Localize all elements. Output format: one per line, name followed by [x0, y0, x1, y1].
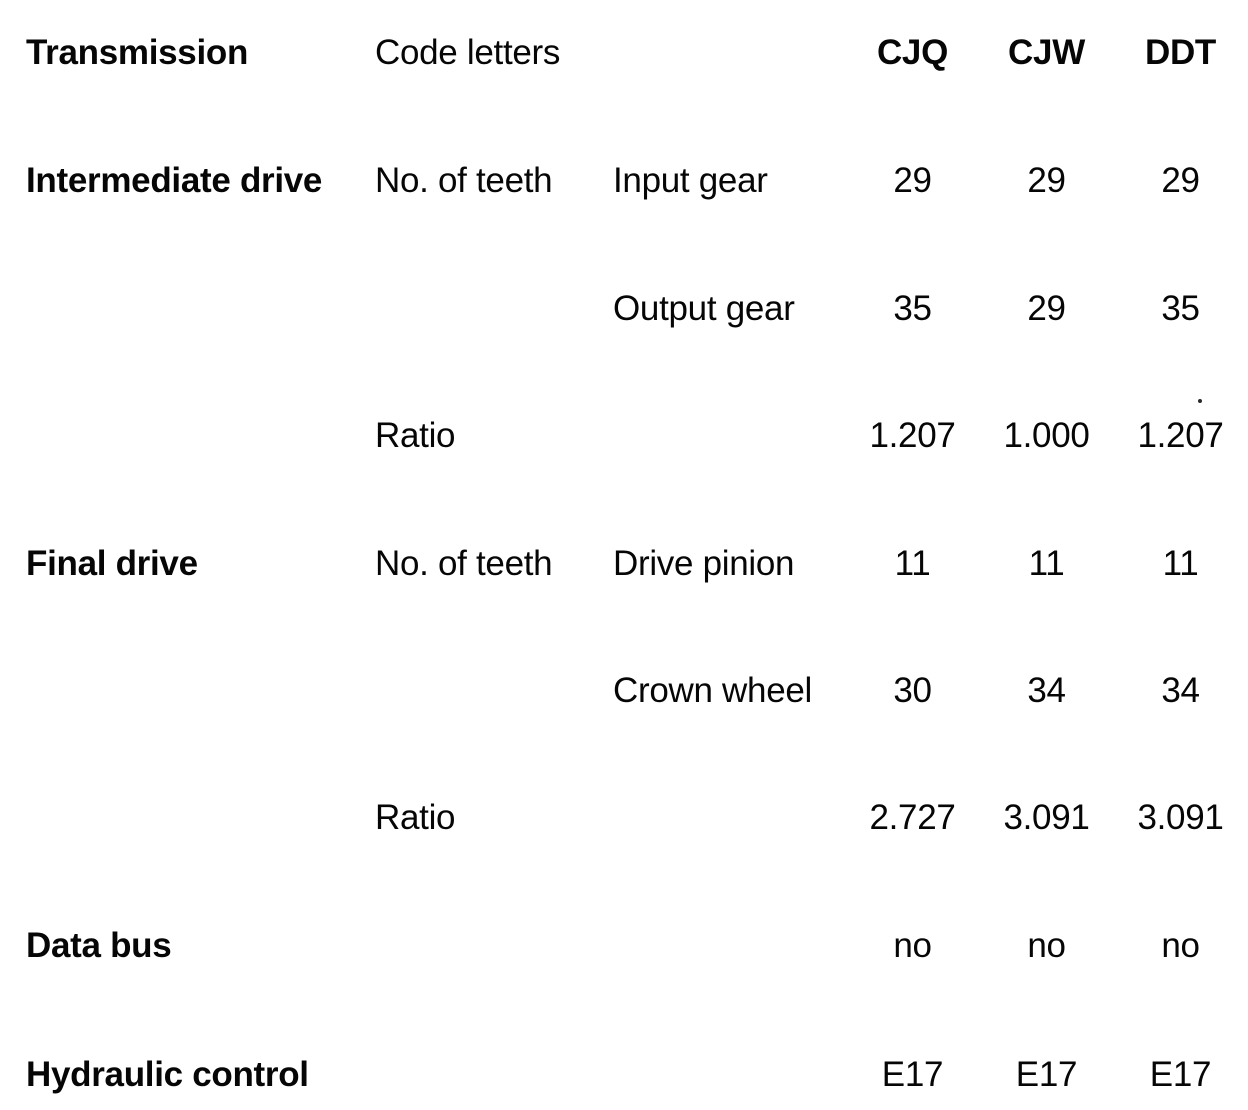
row-item-label: Output gear [613, 288, 795, 328]
row-value-cjq: 2.727 [869, 798, 956, 837]
row-value-cjw: no [1027, 926, 1066, 965]
row-value-cjw: 3.091 [1003, 798, 1090, 837]
row-value-ddt: 34 [1161, 670, 1200, 710]
row-sub-label [375, 245, 613, 372]
table-row: Final drive No. of teeth Drive pinion 11… [0, 500, 1248, 627]
row-value-ddt: E17 [1149, 1055, 1212, 1094]
row-value-cjw: 29 [1027, 161, 1066, 200]
header-transmission-label: Transmission [26, 32, 249, 72]
table-row: Hydraulic control E17 E17 E17 [0, 1010, 1248, 1110]
row-sub-label: No. of teeth [375, 543, 553, 583]
row-value-cjq: 1.207 [869, 416, 956, 455]
table-row: Ratio 1.207 1.000 1.207 [0, 372, 1248, 500]
header-code-letters-label: Code letters [375, 32, 561, 72]
row-value-ddt: 1.207 [1137, 416, 1224, 455]
row-item-label [613, 372, 845, 500]
row-value-ddt: 35 [1161, 288, 1200, 328]
row-sub-label: No. of teeth [375, 161, 553, 200]
row-value-ddt: no [1161, 926, 1200, 965]
row-value-ddt: 3.091 [1137, 798, 1224, 837]
row-item-label: Input gear [613, 161, 768, 200]
row-value-cjq: 11 [894, 543, 931, 583]
table-row: Output gear 35 29 35 [0, 245, 1248, 372]
row-item-label [613, 1010, 845, 1110]
row-sub-label [375, 1010, 613, 1110]
row-value-cjq: 29 [893, 161, 932, 200]
row-group-label: Intermediate drive [26, 161, 323, 200]
row-group-label [0, 372, 375, 500]
header-code-ddt: DDT [1144, 32, 1217, 72]
row-value-cjw: 29 [1027, 288, 1066, 328]
row-value-cjq: 35 [893, 288, 932, 328]
row-item-label [613, 754, 845, 882]
table-row: Data bus no no no [0, 882, 1248, 1010]
header-code-cjq: CJQ [876, 32, 949, 72]
table-row: Crown wheel 30 34 34 [0, 627, 1248, 754]
row-group-label: Data bus [26, 926, 172, 965]
row-value-cjw: 1.000 [1003, 416, 1090, 455]
table-row: Intermediate drive No. of teeth Input ge… [0, 117, 1248, 245]
header-code-cjw: CJW [1008, 32, 1085, 72]
row-sub-label: Ratio [375, 798, 456, 837]
row-item-label [613, 882, 845, 1010]
row-group-label [0, 754, 375, 882]
row-value-cjw: 34 [1027, 670, 1066, 710]
row-value-cjw: 11 [1028, 543, 1065, 583]
row-value-ddt: 11 [1162, 543, 1199, 583]
row-sub-label [375, 882, 613, 1010]
row-value-cjq: E17 [881, 1055, 944, 1094]
scan-artifact-dot [1198, 399, 1202, 403]
row-value-cjq: no [893, 926, 932, 965]
table-row: Ratio 2.727 3.091 3.091 [0, 754, 1248, 882]
row-value-ddt: 29 [1161, 161, 1200, 200]
row-sub-label: Ratio [375, 416, 456, 455]
row-group-label: Hydraulic control [26, 1055, 309, 1094]
row-group-label [0, 245, 375, 372]
row-item-label: Crown wheel [613, 670, 813, 710]
row-item-label: Drive pinion [613, 543, 795, 583]
row-group-label: Final drive [26, 543, 198, 583]
empty-cell [613, 0, 845, 117]
row-group-label [0, 627, 375, 754]
row-value-cjq: 30 [893, 670, 932, 710]
header-row: Transmission Code letters CJQ CJW DDT [0, 0, 1248, 117]
row-sub-label [375, 627, 613, 754]
row-value-cjw: E17 [1015, 1055, 1078, 1094]
